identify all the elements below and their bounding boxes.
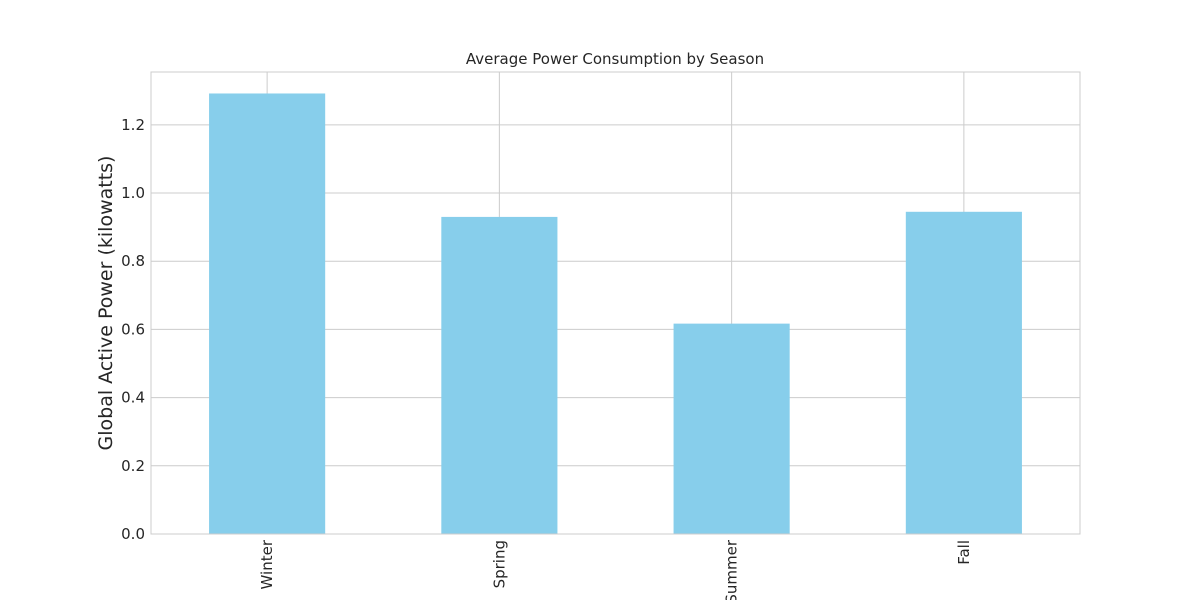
bar-winter [209,93,326,535]
bars [209,93,1022,535]
y-axis-label: Global Active Power (kilowatts) [95,156,117,451]
x-tick-label: Winter [258,539,276,589]
bar-fall [905,211,1022,534]
bar-summer [673,323,790,534]
x-tick-labels: Winter Spring Summer Fall [258,539,973,603]
x-tick-label: Summer [723,539,741,600]
plot-frame [150,71,1081,535]
y-tick-labels: 0.0 0.2 0.4 0.6 0.8 1.0 1.2 [121,116,145,543]
y-tick-label: 0.6 [121,320,145,338]
y-tick-label: 0.0 [121,525,145,543]
y-tick-label: 1.0 [121,184,145,202]
y-tick-label: 0.8 [121,252,145,270]
x-tick-label: Fall [955,540,973,565]
bar-spring [441,216,558,534]
chart-title: Average Power Consumption by Season [466,50,764,68]
y-tick-label: 0.2 [121,457,145,475]
y-tick-label: 1.2 [121,116,145,134]
y-tick-label: 0.4 [121,389,145,407]
x-tick-label: Spring [490,540,508,588]
